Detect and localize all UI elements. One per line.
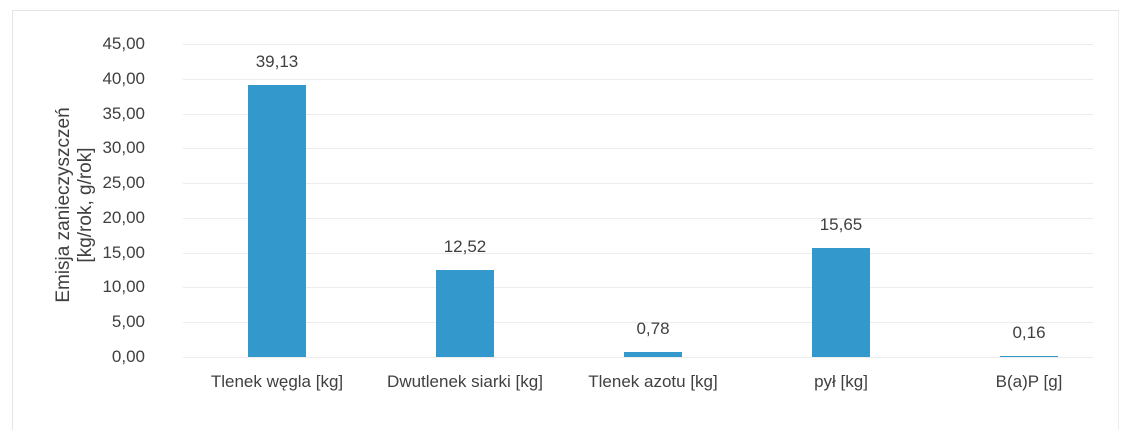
bar bbox=[624, 351, 682, 357]
bar bbox=[436, 269, 494, 357]
y-tick-label: 10,00 bbox=[102, 277, 145, 297]
bar bbox=[248, 84, 306, 357]
x-tick-label: Tlenek azotu [kg] bbox=[588, 372, 718, 391]
y-tick-label: 25,00 bbox=[102, 173, 145, 193]
y-tick-label: 0,00 bbox=[111, 347, 145, 366]
value-label: 15,65 bbox=[819, 215, 863, 235]
grid-line bbox=[183, 218, 1093, 219]
y-tick-label: 30,00 bbox=[102, 138, 145, 158]
y-tick-label: 15,00 bbox=[102, 242, 145, 262]
bar bbox=[812, 248, 870, 357]
value-label: 0,78 bbox=[636, 318, 670, 338]
grid-line bbox=[183, 44, 1093, 45]
grid-line bbox=[183, 148, 1093, 149]
y-tick-label: 45,00 bbox=[102, 34, 145, 53]
y-tick-label: 5,00 bbox=[111, 312, 145, 332]
value-label: 0,16 bbox=[1012, 322, 1046, 342]
grid-line bbox=[183, 79, 1093, 80]
value-label: 39,13 bbox=[255, 51, 299, 71]
y-tick-label: 20,00 bbox=[102, 207, 145, 227]
value-label: 12,52 bbox=[443, 236, 487, 256]
grid-line bbox=[183, 183, 1093, 184]
x-tick-label: B(a)P [g] bbox=[995, 372, 1063, 391]
grid-line bbox=[183, 253, 1093, 254]
x-tick-label: pył [kg] bbox=[814, 372, 868, 391]
y-tick-label: 40,00 bbox=[102, 68, 145, 88]
grid-line bbox=[183, 357, 1093, 358]
x-tick-label: Tlenek węgla [kg] bbox=[210, 372, 344, 391]
y-tick-label: 35,00 bbox=[102, 103, 145, 123]
grid-line bbox=[183, 114, 1093, 115]
bar bbox=[1000, 355, 1058, 357]
x-tick-label: Dwutlenek siarki [kg] bbox=[387, 372, 543, 391]
chart-frame bbox=[12, 10, 1119, 430]
grid-line bbox=[183, 322, 1093, 323]
grid-line bbox=[183, 287, 1093, 288]
